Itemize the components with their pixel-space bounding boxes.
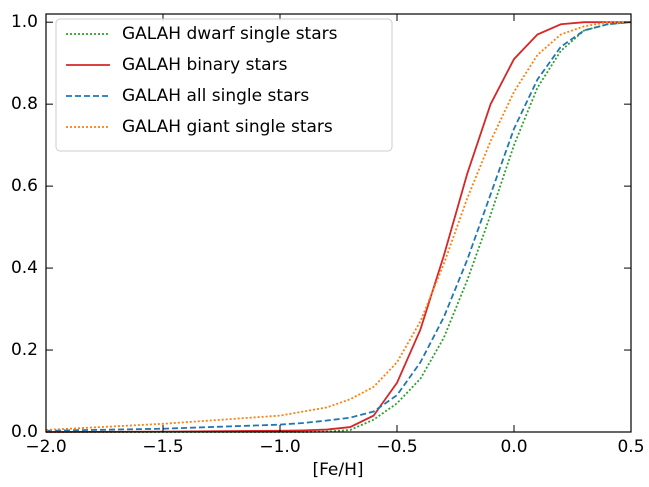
line-series [45,21,632,432]
y-tick-label: 1.0 [11,12,38,32]
x-tick-label: −1.0 [259,437,300,457]
x-tick-label: 0.0 [500,437,527,457]
legend-box [55,18,393,152]
legend-label: GALAH dwarf single stars [122,24,338,44]
x-tick-label: 0.5 [617,437,644,457]
x-tick-label: −2.0 [25,437,66,457]
legend-label: GALAH giant single stars [122,117,333,137]
y-tick-label: 0.6 [11,176,38,196]
y-tick-label: 0.2 [11,340,38,360]
y-tick-label: 0.0 [11,422,38,442]
y-tick-label: 0.8 [11,94,38,114]
line-series [45,21,631,431]
legend-label: GALAH all single stars [122,86,309,106]
y-tick-label: 0.4 [11,258,38,278]
x-tick-label: −1.5 [142,437,183,457]
x-axis-label: [Fe/H] [312,460,363,480]
x-tick-label: −0.5 [376,437,417,457]
plot-frame [45,13,632,433]
legend-label: GALAH binary stars [122,55,288,75]
